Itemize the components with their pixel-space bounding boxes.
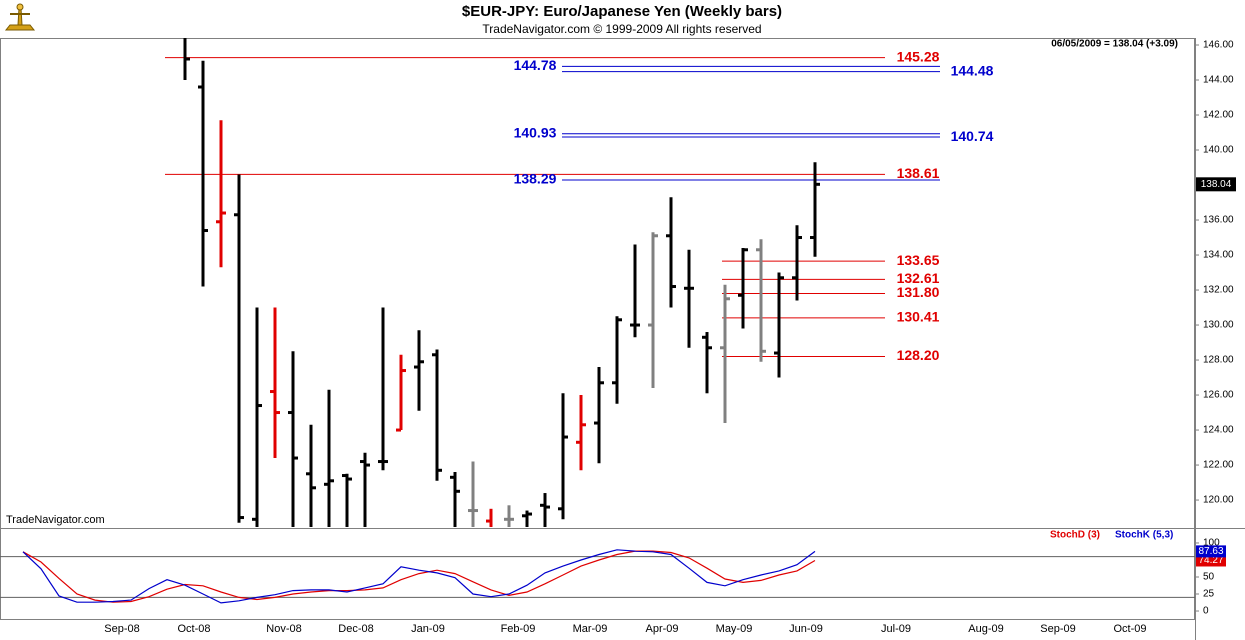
y-tick-label: 134.00 [1203,250,1234,261]
y-tick-label: 126.00 [1203,390,1234,401]
level-label: 138.29 [514,171,557,187]
y-tick-label: 142.00 [1203,110,1234,121]
x-tick-label: Jan-09 [411,623,445,635]
y-tick-label: 0 [1203,606,1209,617]
x-tick-label: Sep-08 [104,623,139,635]
y-tick-label: 140.00 [1203,145,1234,156]
x-tick-label: Sep-09 [1040,623,1075,635]
last-value-box [1196,545,1226,558]
chart-subtitle: TradeNavigator.com © 1999-2009 All right… [482,22,761,36]
y-tick-label: 124.00 [1203,425,1234,436]
level-label: 140.93 [514,124,557,140]
last-value-label: 74.27 [1198,555,1223,566]
header-note: 06/05/2009 = 138.04 (+3.09) [1051,39,1178,50]
y-tick-label: 50 [1203,572,1215,583]
x-tick-label: Oct-09 [1113,623,1146,635]
last-value-box [1196,177,1236,192]
x-tick-label: Feb-09 [501,623,536,635]
level-label: 131.80 [897,284,940,300]
chart-title: $EUR-JPY: Euro/Japanese Yen (Weekly bars… [462,3,782,20]
y-tick-label: 136.00 [1203,215,1234,226]
x-tick-label: Jun-09 [789,623,823,635]
x-tick-label: Aug-09 [968,623,1003,635]
price-panel [165,38,940,527]
level-label: 128.20 [897,347,940,363]
y-tick-label: 130.00 [1203,320,1234,331]
x-tick-label: Oct-08 [177,623,210,635]
plot-frame [0,38,1195,620]
y-tick-label: 120.00 [1203,495,1234,506]
last-value-box [1196,554,1226,567]
logo [4,3,36,31]
watermark: TradeNavigator.com [6,514,105,526]
x-tick-label: Dec-08 [338,623,373,635]
y-tick-label: 132.00 [1203,285,1234,296]
y-tick-label: 128.00 [1203,355,1234,366]
level-label: 144.78 [514,57,557,73]
level-label: 140.74 [951,128,994,144]
legend-entry: StochD (3) [1050,530,1100,541]
x-tick-label: Mar-09 [573,623,608,635]
x-tick-label: Jul-09 [881,623,911,635]
y-tick-label: 144.00 [1203,75,1234,86]
last-value-label: 87.63 [1198,546,1223,557]
level-label: 138.61 [897,165,940,181]
level-label: 144.48 [951,62,994,78]
y-tick-label: 25 [1203,589,1215,600]
x-tick-label: Nov-08 [266,623,301,635]
stoch-line [22,550,816,603]
level-label: 133.65 [897,252,940,268]
y-tick-label: 146.00 [1203,40,1234,51]
legend-entry: StochK (5,3) [1115,530,1173,541]
level-label: 145.28 [897,48,940,64]
level-label: 130.41 [897,309,940,325]
x-tick-label: Apr-09 [645,623,678,635]
stoch-line [22,549,816,604]
y-tick-label: 100 [1203,538,1220,549]
y-tick-label: 122.00 [1203,460,1234,471]
overlay: 120.00 122.00 124.00 126.00 128.00 130.00 132.… [104,40,1236,635]
level-label: 132.61 [897,270,940,286]
stoch-panel [0,549,1195,604]
last-value-label: 138.04 [1201,179,1232,190]
x-tick-label: May-09 [716,623,753,635]
